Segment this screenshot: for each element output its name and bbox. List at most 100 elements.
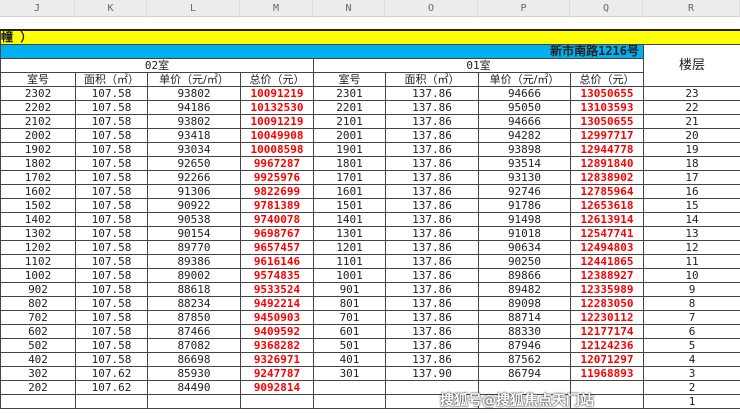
cell-a2[interactable]: 107.58 xyxy=(75,240,148,255)
cell-p2[interactable]: 87850 xyxy=(147,310,241,325)
cell-p2[interactable]: 92266 xyxy=(147,170,241,185)
cell-r1[interactable]: 901 xyxy=(313,282,386,297)
cell-t1[interactable]: 12891840 xyxy=(570,156,644,171)
cell-a1[interactable]: 137.86 xyxy=(385,184,479,199)
cell-f[interactable]: 23 xyxy=(642,86,740,101)
cell-a2[interactable]: 107.58 xyxy=(75,128,148,143)
cell-a1[interactable]: 137.86 xyxy=(385,296,479,311)
cell-r2[interactable]: 1502 xyxy=(0,198,76,213)
cell-t2[interactable]: 9574835 xyxy=(240,268,314,283)
cell-a2[interactable]: 107.58 xyxy=(75,352,148,367)
cell-a1[interactable]: 137.86 xyxy=(385,86,479,101)
column-header-o[interactable]: O xyxy=(385,0,478,17)
cell-p1[interactable]: 91498 xyxy=(478,212,571,227)
cell-t2[interactable]: 9698767 xyxy=(240,226,314,241)
cell-p2[interactable]: 87082 xyxy=(147,338,241,353)
cell-t1[interactable]: 12124236 xyxy=(570,338,644,353)
cell-a2[interactable]: 107.58 xyxy=(75,156,148,171)
cell-f[interactable]: 4 xyxy=(642,352,740,367)
cell-r2[interactable]: 1602 xyxy=(0,184,76,199)
cell-a1[interactable]: 137.86 xyxy=(385,128,479,143)
cell-t1[interactable]: 12547741 xyxy=(570,226,644,241)
cell-p1[interactable]: 91018 xyxy=(478,226,571,241)
cell-a2[interactable]: 107.58 xyxy=(75,198,148,213)
column-header-p[interactable]: P xyxy=(478,0,570,17)
cell-f[interactable]: 21 xyxy=(642,114,740,129)
cell-r2[interactable]: 1302 xyxy=(0,226,76,241)
cell-a1[interactable]: 137.90 xyxy=(385,366,479,381)
cell-r2[interactable]: 402 xyxy=(0,352,76,367)
cell-p2[interactable]: 90922 xyxy=(147,198,241,213)
cell-a1[interactable]: 137.86 xyxy=(385,156,479,171)
cell-p2[interactable]: 91306 xyxy=(147,184,241,199)
cell-t1[interactable]: 12613914 xyxy=(570,212,644,227)
cell-p1[interactable]: 89098 xyxy=(478,296,571,311)
cell-f[interactable]: 17 xyxy=(642,170,740,185)
cell-r1[interactable]: 1401 xyxy=(313,212,386,227)
cell-p1[interactable]: 87562 xyxy=(478,352,571,367)
floor-header[interactable]: 楼层 xyxy=(642,44,740,87)
cell-t2[interactable]: 9247787 xyxy=(240,366,314,381)
cell-p2[interactable]: 84490 xyxy=(147,380,241,395)
cell-a1[interactable]: 137.86 xyxy=(385,310,479,325)
cell-a2[interactable]: 107.58 xyxy=(75,114,148,129)
cell-p2[interactable]: 94186 xyxy=(147,100,241,115)
cell-r1[interactable]: 301 xyxy=(313,366,386,381)
header-area[interactable]: 面积（㎡） xyxy=(385,72,479,87)
cell-p1[interactable]: 92746 xyxy=(478,184,571,199)
cell-r1[interactable]: 1801 xyxy=(313,156,386,171)
building-name-cell[interactable]: 新市南路1216号 xyxy=(0,44,644,59)
cell-t2[interactable]: 9533524 xyxy=(240,282,314,297)
cell-r1[interactable]: 1301 xyxy=(313,226,386,241)
header-total-price[interactable]: 总价（元） xyxy=(570,72,644,87)
cell-f[interactable]: 13 xyxy=(642,226,740,241)
cell-a2[interactable]: 107.58 xyxy=(75,184,148,199)
cell-t1[interactable]: 12177174 xyxy=(570,324,644,339)
cell-t1[interactable]: 13050655 xyxy=(570,86,644,101)
cell-t1[interactable]: 12997717 xyxy=(570,128,644,143)
cell-r2[interactable]: 1802 xyxy=(0,156,76,171)
cell-t2[interactable]: 9781389 xyxy=(240,198,314,213)
cell-t2[interactable]: 10008598 xyxy=(240,142,314,157)
cell-p1[interactable]: 86794 xyxy=(478,366,571,381)
blank-row[interactable] xyxy=(0,17,740,30)
cell-p1[interactable]: 93514 xyxy=(478,156,571,171)
cell-p1[interactable]: 91786 xyxy=(478,198,571,213)
cell-a1[interactable]: 137.86 xyxy=(385,240,479,255)
cell-a2[interactable]: 107.58 xyxy=(75,142,148,157)
cell-f[interactable]: 10 xyxy=(642,268,740,283)
cell-t2[interactable]: 9450903 xyxy=(240,310,314,325)
cell-t2[interactable]: 9326971 xyxy=(240,352,314,367)
cell-f[interactable]: 12 xyxy=(642,240,740,255)
cell-t2[interactable]: 9092814 xyxy=(240,380,314,395)
cell-t1[interactable]: 12785964 xyxy=(570,184,644,199)
cell-p2[interactable]: 88234 xyxy=(147,296,241,311)
column-header-q[interactable]: Q xyxy=(570,0,643,17)
cell-t1[interactable]: 12071297 xyxy=(570,352,644,367)
cell-p1[interactable]: 88714 xyxy=(478,310,571,325)
cell-p2[interactable]: 90154 xyxy=(147,226,241,241)
cell-r2[interactable]: 1702 xyxy=(0,170,76,185)
cell-f[interactable]: 3 xyxy=(642,366,740,381)
header-room[interactable]: 室号 xyxy=(313,72,386,87)
cell-p2[interactable]: 89386 xyxy=(147,254,241,269)
cell-t1[interactable]: 12230112 xyxy=(570,310,644,325)
cell-r1[interactable] xyxy=(313,394,386,409)
cell-p2[interactable]: 90538 xyxy=(147,212,241,227)
cell-a1[interactable]: 137.86 xyxy=(385,142,479,157)
cell-t1[interactable]: 12494803 xyxy=(570,240,644,255)
cell-r2[interactable]: 602 xyxy=(0,324,76,339)
cell-a1[interactable]: 137.86 xyxy=(385,114,479,129)
cell-a2[interactable]: 107.62 xyxy=(75,366,148,381)
header-room[interactable]: 室号 xyxy=(0,72,76,87)
cell-r1[interactable]: 1901 xyxy=(313,142,386,157)
cell-a1[interactable]: 137.86 xyxy=(385,100,479,115)
unit-01-header[interactable]: 01室 xyxy=(313,58,644,73)
cell-t1[interactable]: 12388927 xyxy=(570,268,644,283)
cell-a2[interactable]: 107.58 xyxy=(75,338,148,353)
cell-t2[interactable]: 9368282 xyxy=(240,338,314,353)
column-header-n[interactable]: N xyxy=(313,0,385,17)
cell-t2[interactable]: 10091219 xyxy=(240,86,314,101)
cell-r1[interactable]: 2001 xyxy=(313,128,386,143)
cell-f[interactable]: 18 xyxy=(642,156,740,171)
